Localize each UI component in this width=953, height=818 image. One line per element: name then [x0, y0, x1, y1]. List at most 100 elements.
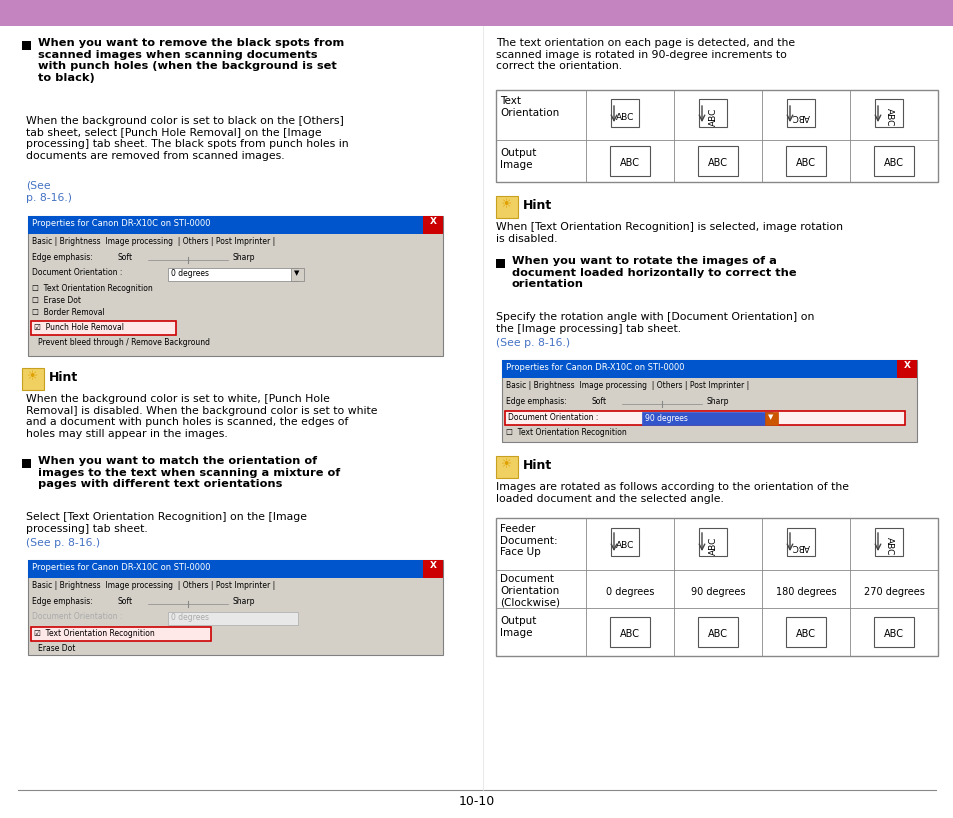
Text: Images are rotated as follows according to the orientation of the
loaded documen: Images are rotated as follows according … — [496, 482, 848, 504]
Text: Basic | Brightness  Image processing  | Others | Post Imprinter |: Basic | Brightness Image processing | Ot… — [505, 381, 748, 390]
Text: ABC: ABC — [883, 108, 893, 126]
Text: Text
Orientation: Text Orientation — [499, 96, 558, 118]
Bar — [496, 140, 937, 182]
Bar — [0, 0, 953, 26]
Text: Soft: Soft — [592, 397, 606, 406]
Text: ☐  Erase Dot: ☐ Erase Dot — [32, 296, 81, 305]
Bar — [504, 411, 904, 425]
Text: Sharp: Sharp — [233, 597, 255, 606]
Text: ☐  Text Orientation Recognition: ☐ Text Orientation Recognition — [505, 428, 626, 437]
Text: ABC: ABC — [619, 158, 639, 168]
Bar — [896, 360, 916, 378]
Text: Sharp: Sharp — [233, 253, 255, 262]
Text: ☀: ☀ — [28, 370, 38, 383]
Text: 10-10: 10-10 — [458, 795, 495, 808]
Bar — [641, 412, 771, 425]
Text: X: X — [902, 361, 909, 370]
Bar — [28, 560, 442, 578]
Text: ABC: ABC — [707, 629, 727, 639]
Text: Output
Image: Output Image — [499, 148, 536, 169]
Text: ▼: ▼ — [294, 270, 299, 276]
Text: 0 degrees: 0 degrees — [171, 613, 209, 622]
Text: ABC: ABC — [616, 542, 634, 551]
Text: Document
Orientation
(Clockwise): Document Orientation (Clockwise) — [499, 574, 559, 607]
Bar — [501, 360, 916, 378]
Text: (See: (See — [26, 180, 51, 190]
Bar — [786, 99, 814, 127]
Text: ☑  Punch Hole Removal: ☑ Punch Hole Removal — [34, 323, 124, 332]
Text: When [Text Orientation Recognition] is selected, image rotation
is disabled.: When [Text Orientation Recognition] is s… — [496, 222, 842, 244]
Text: When you want to rotate the images of a
document loaded horizontally to correct : When you want to rotate the images of a … — [512, 256, 796, 290]
Bar — [496, 570, 937, 608]
Bar — [22, 41, 30, 50]
Text: Edge emphasis:: Edge emphasis: — [32, 597, 92, 606]
Text: ▼: ▼ — [767, 414, 773, 420]
Text: The text orientation on each page is detected, and the
scanned image is rotated : The text orientation on each page is det… — [496, 38, 794, 71]
Text: Sharp: Sharp — [706, 397, 729, 406]
Text: ABC: ABC — [795, 158, 815, 168]
Text: ABC: ABC — [619, 629, 639, 639]
Text: p. 8-16.): p. 8-16.) — [26, 193, 71, 203]
Text: 0 degrees: 0 degrees — [605, 587, 654, 597]
Text: ☑  Text Orientation Recognition: ☑ Text Orientation Recognition — [34, 629, 154, 638]
Bar — [422, 560, 442, 578]
Bar — [609, 617, 649, 647]
Text: ABC: ABC — [707, 158, 727, 168]
Text: ABC: ABC — [791, 542, 809, 551]
Bar — [785, 617, 825, 647]
Bar — [22, 368, 44, 390]
Text: Feeder
Document:
Face Up: Feeder Document: Face Up — [499, 524, 558, 557]
Text: Hint: Hint — [49, 371, 78, 384]
Text: Erase Dot: Erase Dot — [38, 644, 75, 653]
Bar — [30, 321, 175, 335]
Text: Edge emphasis:: Edge emphasis: — [505, 397, 566, 406]
Text: 90 degrees: 90 degrees — [690, 587, 744, 597]
Text: Output
Image: Output Image — [499, 616, 536, 637]
Text: 90 degrees: 90 degrees — [644, 414, 687, 423]
Text: ABC: ABC — [791, 113, 809, 122]
Text: When the background color is set to black on the [Others]
tab sheet, select [Pun: When the background color is set to blac… — [26, 116, 348, 161]
Text: Soft: Soft — [118, 597, 133, 606]
Text: ABC: ABC — [883, 158, 903, 168]
Bar — [785, 146, 825, 176]
Text: Properties for Canon DR-X10C on STI-0000: Properties for Canon DR-X10C on STI-0000 — [505, 363, 684, 372]
Bar — [496, 518, 937, 570]
Bar — [28, 216, 442, 356]
Text: Chapter 10   Practical Examples: Chapter 10 Practical Examples — [690, 5, 939, 19]
Text: When you want to remove the black spots from
scanned images when scanning docume: When you want to remove the black spots … — [38, 38, 344, 83]
Bar — [786, 528, 814, 556]
Text: Hint: Hint — [522, 459, 552, 472]
Text: ABC: ABC — [795, 629, 815, 639]
Bar — [496, 608, 937, 656]
Text: Document Orientation :: Document Orientation : — [32, 268, 122, 277]
Text: Prevent bleed through / Remove Background: Prevent bleed through / Remove Backgroun… — [38, 338, 210, 347]
Bar — [28, 216, 442, 234]
Bar — [501, 360, 916, 442]
Text: 0 degrees: 0 degrees — [171, 269, 209, 278]
Text: When the background color is set to white, [Punch Hole
Removal] is disabled. Whe: When the background color is set to whit… — [26, 394, 377, 438]
Text: Document Orientation :: Document Orientation : — [32, 612, 122, 621]
Text: ☀: ☀ — [501, 198, 512, 211]
Text: When you want to match the orientation of
images to the text when scanning a mix: When you want to match the orientation o… — [38, 456, 340, 489]
Text: X: X — [429, 561, 436, 570]
Text: ☀: ☀ — [501, 458, 512, 471]
Text: ABC: ABC — [708, 108, 717, 126]
Text: ☐  Border Removal: ☐ Border Removal — [32, 308, 105, 317]
Text: Edge emphasis:: Edge emphasis: — [32, 253, 92, 262]
Bar — [610, 99, 639, 127]
Text: ☐  Text Orientation Recognition: ☐ Text Orientation Recognition — [32, 284, 152, 293]
Text: ABC: ABC — [616, 113, 634, 122]
Bar — [422, 216, 442, 234]
Text: Soft: Soft — [118, 253, 133, 262]
Text: Basic | Brightness  Image processing  | Others | Post Imprinter |: Basic | Brightness Image processing | Ot… — [32, 581, 275, 590]
Bar — [30, 627, 211, 641]
Bar — [874, 528, 902, 556]
Text: Properties for Canon DR-X10C on STI-0000: Properties for Canon DR-X10C on STI-0000 — [32, 563, 211, 572]
Bar — [22, 459, 30, 468]
Text: X: X — [429, 217, 436, 226]
Bar — [496, 196, 517, 218]
Bar — [28, 560, 442, 655]
Bar — [699, 99, 726, 127]
Bar — [496, 90, 937, 182]
Bar — [873, 617, 913, 647]
